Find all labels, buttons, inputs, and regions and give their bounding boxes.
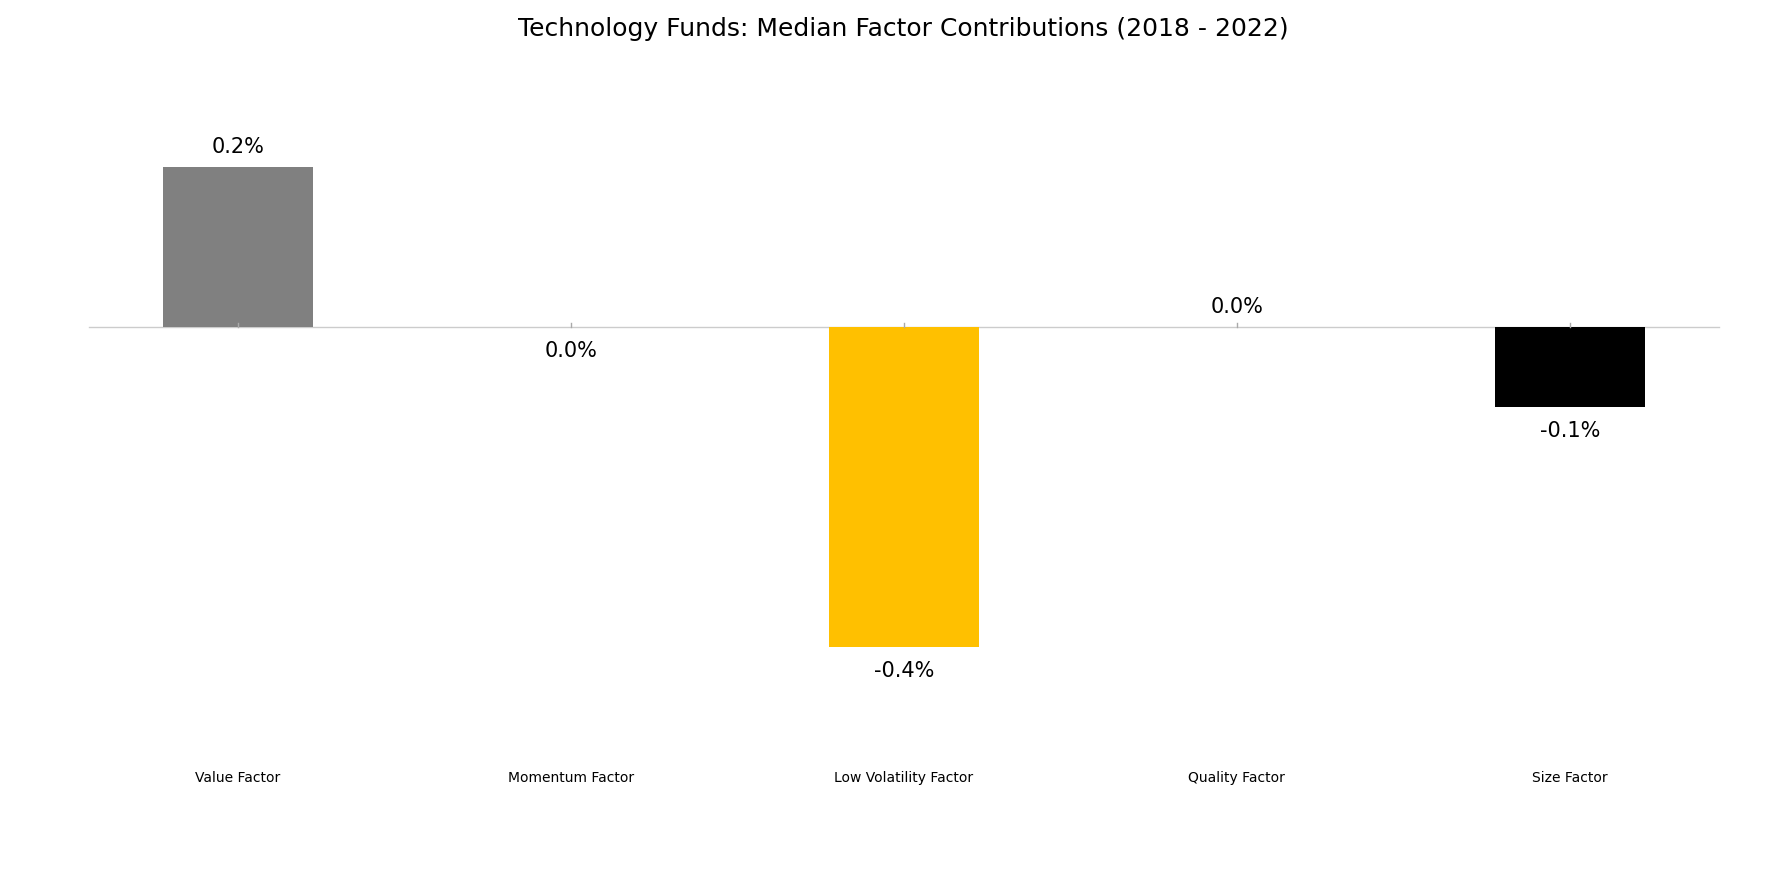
- Title: Technology Funds: Median Factor Contributions (2018 - 2022): Technology Funds: Median Factor Contribu…: [519, 17, 1288, 41]
- Text: -0.1%: -0.1%: [1540, 421, 1600, 441]
- Text: 0.2%: 0.2%: [211, 137, 264, 157]
- Text: -0.4%: -0.4%: [874, 661, 934, 681]
- Bar: [163, 167, 312, 327]
- Bar: [1496, 327, 1644, 407]
- Text: 0.0%: 0.0%: [544, 341, 597, 361]
- Text: 0.0%: 0.0%: [1210, 297, 1263, 317]
- Bar: [829, 327, 978, 647]
